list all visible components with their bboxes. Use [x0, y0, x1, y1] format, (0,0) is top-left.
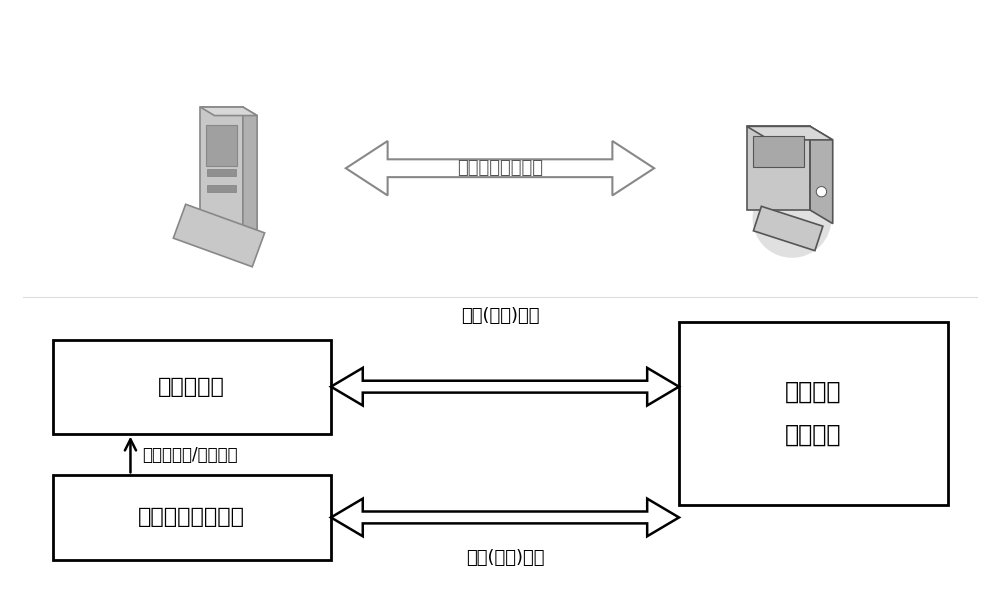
- Bar: [53, 340, 331, 434]
- Polygon shape: [200, 107, 257, 116]
- Polygon shape: [753, 207, 823, 251]
- Polygon shape: [206, 125, 237, 166]
- Polygon shape: [200, 107, 243, 229]
- Polygon shape: [207, 185, 236, 192]
- Text: 前端集成
调试模块: 前端集成 调试模块: [785, 380, 842, 447]
- Bar: [53, 475, 331, 559]
- Polygon shape: [173, 204, 265, 267]
- Polygon shape: [747, 127, 833, 140]
- Text: 进程(网络)通信: 进程(网络)通信: [466, 549, 544, 567]
- Polygon shape: [331, 498, 679, 536]
- Text: 进程（网络）通信: 进程（网络）通信: [457, 159, 543, 177]
- Circle shape: [816, 187, 827, 197]
- Polygon shape: [331, 368, 679, 405]
- Polygon shape: [753, 136, 804, 167]
- Text: 进程(网络)通信: 进程(网络)通信: [461, 307, 539, 325]
- Polygon shape: [810, 127, 833, 224]
- Polygon shape: [243, 107, 257, 238]
- Circle shape: [753, 180, 831, 257]
- Polygon shape: [747, 127, 810, 210]
- Text: 编译、启动/终止运行: 编译、启动/终止运行: [142, 445, 238, 463]
- Polygon shape: [207, 169, 236, 176]
- Bar: [679, 322, 948, 505]
- Text: 待调试程序: 待调试程序: [158, 377, 225, 396]
- Polygon shape: [346, 141, 654, 195]
- Text: 后台调试管理模块: 后台调试管理模块: [138, 507, 245, 527]
